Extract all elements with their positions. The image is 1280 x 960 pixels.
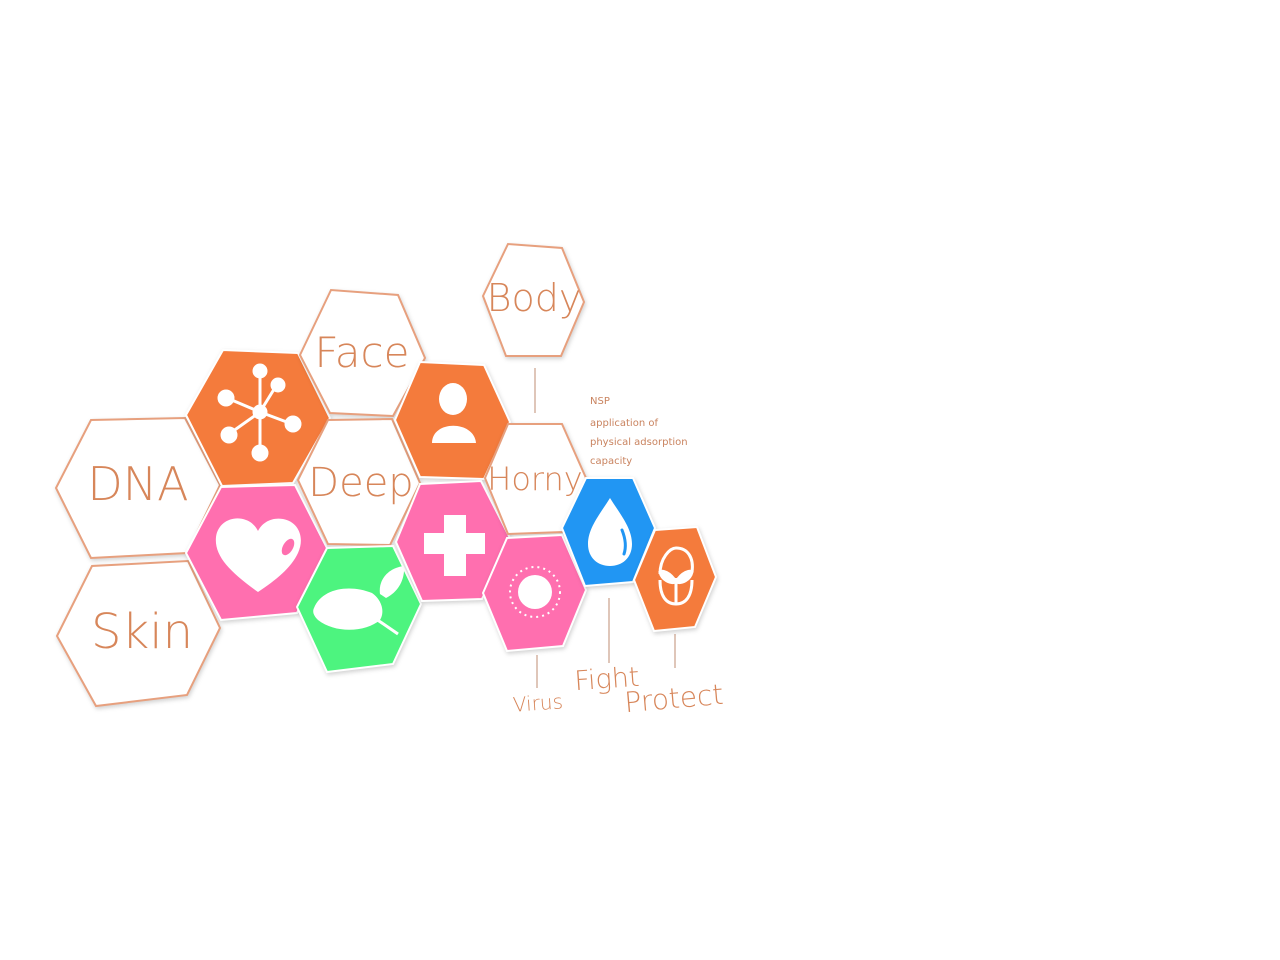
hex-leaf: [295, 544, 423, 674]
callout-fight: Fight: [573, 662, 640, 697]
hex-face: Face: [298, 288, 427, 418]
hex-drop: [560, 477, 657, 588]
note-line-4: capacity: [590, 456, 632, 467]
nsp-note: NSP application of physical adsorption c…: [590, 396, 688, 467]
water-drop-icon: [588, 498, 632, 566]
leaf-icon: [313, 566, 405, 636]
note-line-2: application of: [590, 418, 658, 429]
hex-label-deep: Deep: [308, 460, 413, 506]
hex-body: Body: [481, 242, 586, 357]
sprout-icon: [658, 546, 694, 606]
person-icon: [432, 383, 476, 443]
hex-virus: [481, 533, 588, 653]
molecule-icon: [217, 363, 302, 462]
hex-heart: [184, 483, 330, 622]
hex-label-skin: Skin: [91, 604, 193, 660]
hex-label-face: Face: [315, 328, 410, 377]
connector-lines: [534, 368, 676, 688]
hex-person: [393, 360, 512, 481]
hex-label-dna: DNA: [87, 457, 188, 511]
hex-molecule: [184, 348, 332, 488]
note-line-3: physical adsorption: [590, 437, 688, 448]
note-line-1: NSP: [590, 396, 610, 407]
virus-icon: [509, 566, 561, 618]
hex-dna: DNA: [54, 416, 222, 560]
hex-label-body: Body: [487, 276, 582, 320]
heart-icon: [215, 518, 301, 592]
hex-label-horny: Horny: [487, 460, 582, 498]
hex-horny: Horny: [483, 423, 588, 536]
hex-deep: Deep: [296, 417, 422, 547]
callout-virus: Virus: [512, 689, 564, 716]
cross-icon: [424, 515, 485, 576]
hex-skin: Skin: [55, 559, 222, 708]
hex-sprout: [632, 525, 718, 633]
